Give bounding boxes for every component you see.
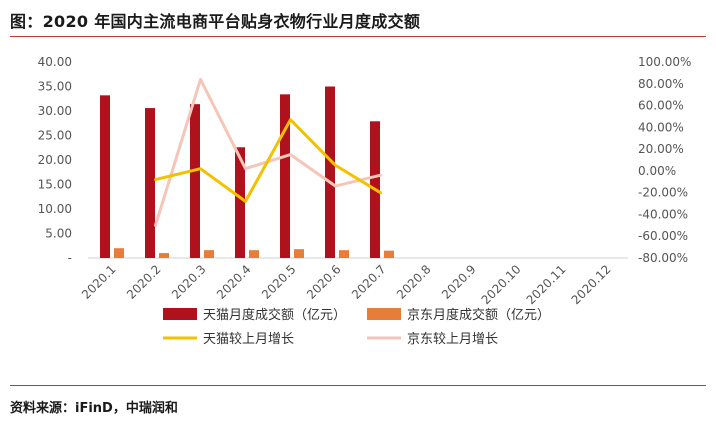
tmall-bar bbox=[190, 104, 200, 258]
right-axis-tick-label: -40.00% bbox=[638, 207, 688, 221]
x-axis-tick-label: 2020.12 bbox=[569, 262, 614, 307]
x-axis-tick-label: 2020.3 bbox=[169, 262, 209, 302]
x-axis-tick-label: 2020.6 bbox=[304, 262, 344, 302]
right-axis-tick-label: 60.00% bbox=[638, 99, 684, 113]
x-axis-tick-label: 2020.5 bbox=[259, 262, 299, 302]
tmall-bar bbox=[145, 108, 155, 258]
right-axis-tick-label: 20.00% bbox=[638, 142, 684, 156]
x-axis-tick-label: 2020.2 bbox=[124, 262, 164, 302]
jd-growth-line bbox=[154, 77, 382, 227]
right-axis-tick-label: 100.00% bbox=[638, 55, 691, 69]
x-axis-tick-label: 2020.9 bbox=[439, 262, 479, 302]
left-axis-tick-label: 5.00 bbox=[45, 227, 72, 241]
right-axis-tick-label: -60.00% bbox=[638, 229, 688, 243]
jd-bar bbox=[114, 248, 124, 258]
chart-title: 图：2020 年国内主流电商平台贴身衣物行业月度成交额 bbox=[10, 12, 421, 31]
x-axis-tick-label: 2020.10 bbox=[479, 262, 524, 307]
tmall-bar bbox=[325, 86, 335, 258]
left-axis-tick-label: 10.00 bbox=[38, 202, 72, 216]
legend-jd-line-label: 京东较上月增长 bbox=[407, 332, 498, 347]
left-axis-tick-label: 15.00 bbox=[38, 178, 72, 192]
source-note: 资料来源：iFinD，中瑞润和 bbox=[10, 401, 178, 416]
tmall-bar bbox=[280, 94, 290, 258]
x-axis-tick-label: 2020.4 bbox=[214, 262, 254, 302]
legend-tmall-bar-swatch bbox=[163, 308, 197, 320]
jd-bar bbox=[384, 250, 394, 258]
right-axis-tick-label: -20.00% bbox=[638, 186, 688, 200]
legend-jd-bar-swatch bbox=[367, 308, 401, 320]
left-axis-tick-label: 30.00 bbox=[38, 104, 72, 118]
tmall-bar bbox=[235, 147, 245, 258]
left-axis-tick-label: 20.00 bbox=[38, 153, 72, 167]
legend-jd-bar-label: 京东月度成交额（亿元） bbox=[407, 307, 550, 323]
legend-tmall-bar-label: 天猫月度成交额（亿元） bbox=[203, 307, 346, 323]
left-axis-tick-label: 40.00 bbox=[38, 55, 72, 69]
tmall-bar bbox=[100, 95, 110, 258]
jd-bar bbox=[339, 250, 349, 258]
x-axis-tick-label: 2020.1 bbox=[79, 262, 119, 302]
legend-tmall-line-label: 天猫较上月增长 bbox=[203, 332, 294, 347]
jd-bar bbox=[204, 250, 214, 258]
top-divider bbox=[10, 36, 706, 37]
right-axis-tick-label: 40.00% bbox=[638, 120, 684, 134]
left-axis-tick-label: 25.00 bbox=[38, 129, 72, 143]
left-axis-tick-label: 35.00 bbox=[38, 80, 72, 94]
jd-bar bbox=[294, 249, 304, 258]
left-axis-tick-label: - bbox=[68, 251, 72, 265]
right-axis-tick-label: 80.00% bbox=[638, 77, 684, 91]
bottom-divider bbox=[10, 385, 706, 386]
jd-bar bbox=[249, 250, 259, 258]
tmall-growth-line bbox=[154, 118, 382, 203]
right-axis-tick-label: -80.00% bbox=[638, 251, 688, 265]
right-axis-tick-label: 0.00% bbox=[638, 164, 676, 178]
jd-bar bbox=[159, 253, 169, 258]
x-axis-tick-label: 2020.7 bbox=[349, 262, 389, 302]
x-axis-tick-label: 2020.8 bbox=[394, 262, 434, 302]
x-axis-tick-label: 2020.11 bbox=[524, 262, 569, 307]
